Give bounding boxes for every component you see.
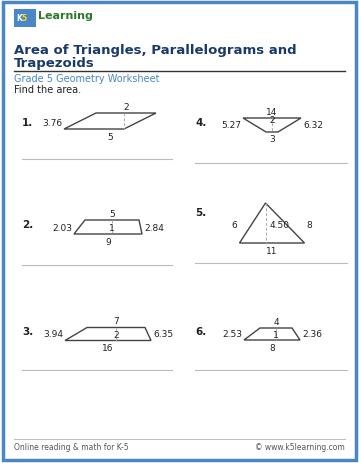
- Text: 1.: 1.: [22, 118, 33, 128]
- Text: 4: 4: [273, 317, 279, 326]
- Text: 3: 3: [269, 135, 275, 144]
- Text: 5.: 5.: [195, 207, 206, 218]
- Text: 4.50: 4.50: [270, 221, 289, 230]
- Text: 2: 2: [123, 103, 129, 112]
- Text: Trapezoids: Trapezoids: [14, 57, 95, 70]
- Text: © www.k5learning.com: © www.k5learning.com: [255, 442, 345, 451]
- Text: 2: 2: [269, 116, 275, 125]
- Text: 2.53: 2.53: [222, 330, 242, 339]
- Text: 16: 16: [102, 344, 114, 353]
- Text: 4.: 4.: [195, 118, 206, 128]
- Text: 14: 14: [266, 108, 278, 117]
- Text: 2.84: 2.84: [144, 224, 164, 233]
- Text: 2: 2: [113, 331, 119, 340]
- Text: 1: 1: [273, 331, 279, 340]
- Text: 8: 8: [269, 343, 275, 352]
- Text: 11: 11: [266, 246, 278, 256]
- Text: 5.27: 5.27: [221, 121, 241, 130]
- Text: 1: 1: [109, 224, 115, 233]
- Text: 2.36: 2.36: [302, 330, 322, 339]
- Text: Online reading & math for K-5: Online reading & math for K-5: [14, 442, 129, 451]
- Text: Area of Triangles, Parallelograms and: Area of Triangles, Parallelograms and: [14, 44, 297, 57]
- Text: 2.: 2.: [22, 219, 33, 230]
- Text: 5: 5: [107, 133, 113, 142]
- Text: Grade 5 Geometry Worksheet: Grade 5 Geometry Worksheet: [14, 74, 159, 84]
- Text: 8: 8: [307, 221, 312, 230]
- Text: Learning: Learning: [38, 11, 93, 21]
- Text: 6.32: 6.32: [303, 121, 323, 130]
- Text: Find the area.: Find the area.: [14, 85, 81, 95]
- Text: 2.03: 2.03: [52, 224, 72, 233]
- Bar: [14, 10, 36, 28]
- Text: K: K: [16, 14, 22, 23]
- Text: 3.: 3.: [22, 326, 33, 336]
- Text: 6.35: 6.35: [153, 330, 173, 339]
- Text: 5: 5: [21, 14, 26, 23]
- Text: 6.: 6.: [195, 326, 206, 336]
- Text: 6: 6: [232, 221, 238, 230]
- Text: 7: 7: [113, 317, 119, 326]
- Text: 5: 5: [109, 210, 115, 219]
- Text: 3.94: 3.94: [43, 330, 63, 339]
- Text: 3.76: 3.76: [42, 119, 62, 128]
- Text: 9: 9: [105, 238, 111, 246]
